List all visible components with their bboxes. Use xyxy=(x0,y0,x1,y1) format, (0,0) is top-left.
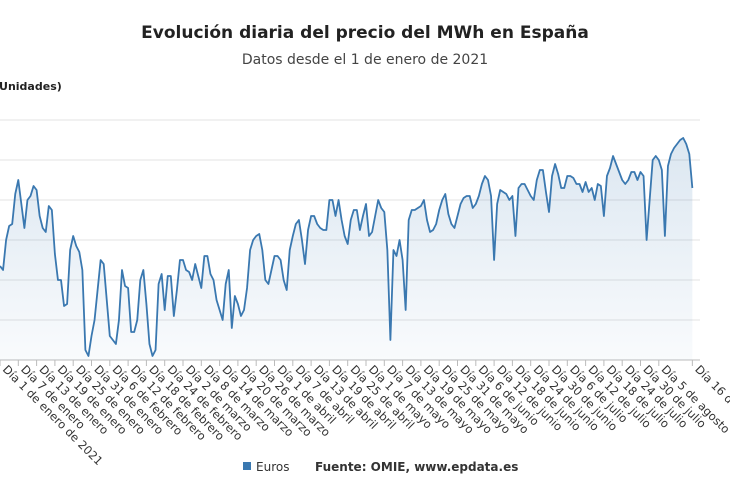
line xyxy=(0,137,694,357)
legend-label: Euros xyxy=(256,460,289,474)
source: Fuente: OMIE, www.epdata.es xyxy=(315,460,518,474)
area xyxy=(0,138,693,360)
chart-title: Evolución diaria del precio del MWh en E… xyxy=(141,23,589,43)
y-axis-title: (Unidades) xyxy=(0,80,62,93)
legend-swatch xyxy=(243,462,251,470)
chart-subtitle: Datos desde el 1 de enero de 2021 xyxy=(242,52,488,68)
